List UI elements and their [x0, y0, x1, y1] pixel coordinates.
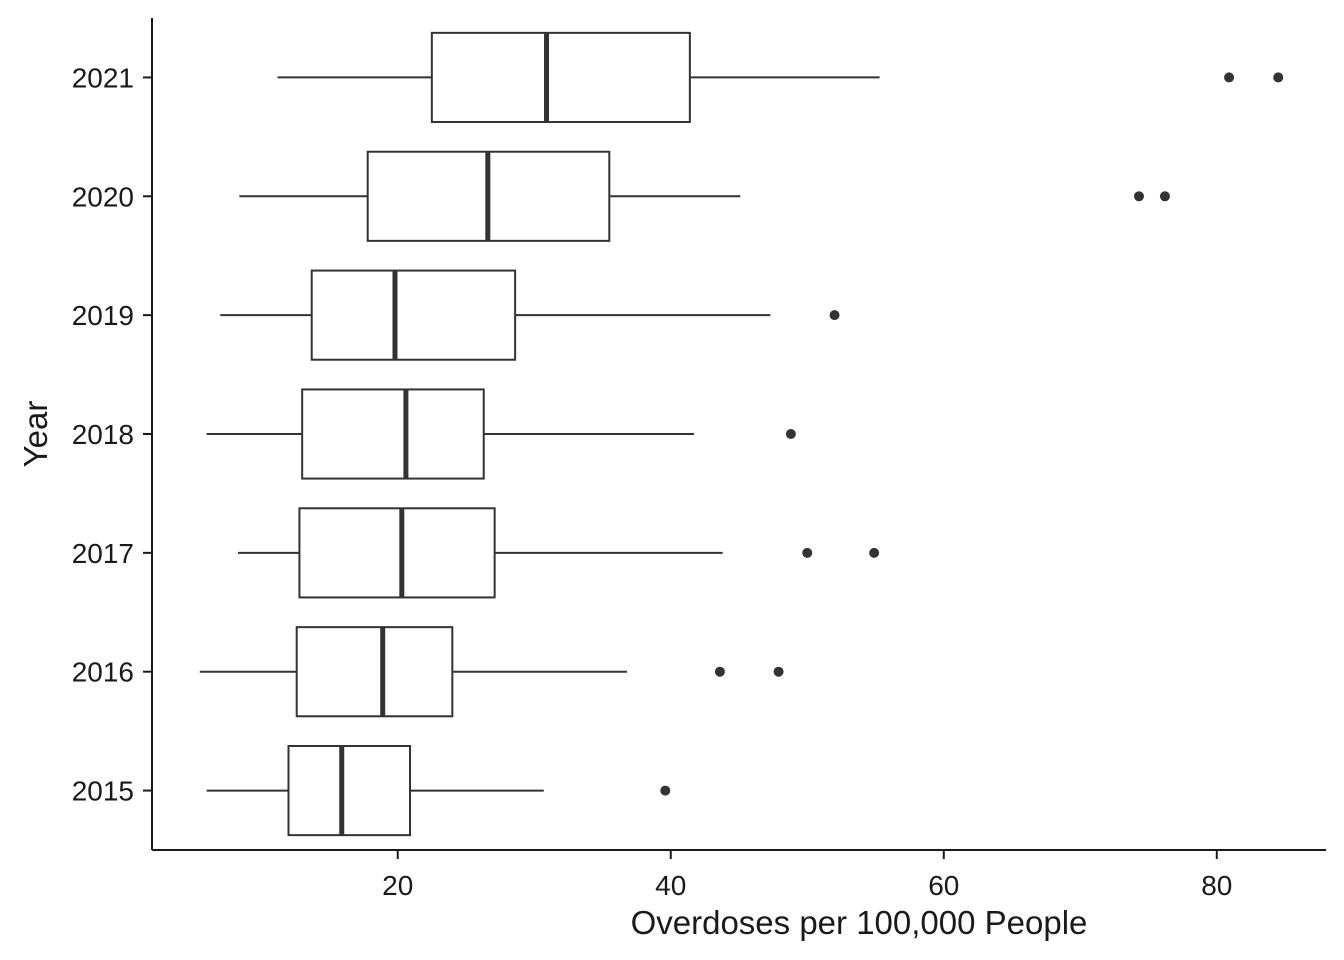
outlier-point-2021-2 — [1273, 72, 1284, 83]
outlier-point-2017-2 — [869, 547, 880, 558]
outlier-point-2017-1 — [802, 547, 813, 558]
outlier-point-2020-2 — [1159, 191, 1170, 202]
box-2020 — [239, 150, 1170, 242]
y-axis-ticks: 2015 2016 2017 2018 2019 2020 2021 — [72, 62, 152, 807]
y-tick-label-2016: 2016 — [72, 657, 134, 688]
box-2019 — [220, 269, 840, 361]
iqr-box-2017 — [298, 507, 496, 599]
box-2017 — [238, 507, 880, 599]
y-tick-label-2015: 2015 — [72, 776, 134, 807]
y-tick-label-2020: 2020 — [72, 181, 134, 212]
iqr-box-2016 — [295, 626, 454, 718]
outlier-point-2021-1 — [1224, 72, 1235, 83]
box-2021 — [277, 31, 1284, 124]
y-tick-label-2017: 2017 — [72, 538, 134, 569]
outlier-point-2019-1 — [829, 310, 840, 321]
iqr-box-2018 — [301, 388, 485, 480]
box-2015 — [206, 745, 671, 837]
x-axis-title: Overdoses per 100,000 People — [631, 904, 1088, 941]
axes: 20 40 60 80 2015 2016 2017 2018 2019 2020 2021 — [72, 18, 1326, 901]
y-axis-title: Year — [17, 401, 54, 468]
x-tick-label-20: 20 — [382, 870, 413, 901]
iqr-box-2021 — [430, 31, 691, 124]
x-axis-ticks: 20 40 60 80 — [382, 850, 1232, 901]
y-tick-label-2019: 2019 — [72, 300, 134, 331]
outlier-point-2015-1 — [660, 785, 671, 796]
outlier-point-2018-1 — [785, 429, 796, 439]
outlier-point-2016-2 — [773, 666, 784, 677]
plot-area — [199, 31, 1284, 837]
box-2018 — [206, 388, 796, 480]
y-tick-label-2021: 2021 — [72, 62, 134, 93]
outlier-point-2020-1 — [1133, 191, 1144, 202]
x-tick-label-80: 80 — [1201, 870, 1232, 901]
outlier-point-2016-1 — [714, 666, 725, 677]
iqr-box-2015 — [287, 745, 412, 837]
y-tick-label-2018: 2018 — [72, 419, 134, 450]
x-tick-label-60: 60 — [928, 870, 959, 901]
x-tick-label-40: 40 — [655, 870, 686, 901]
box-2016 — [199, 626, 784, 718]
iqr-box-2019 — [310, 269, 517, 361]
